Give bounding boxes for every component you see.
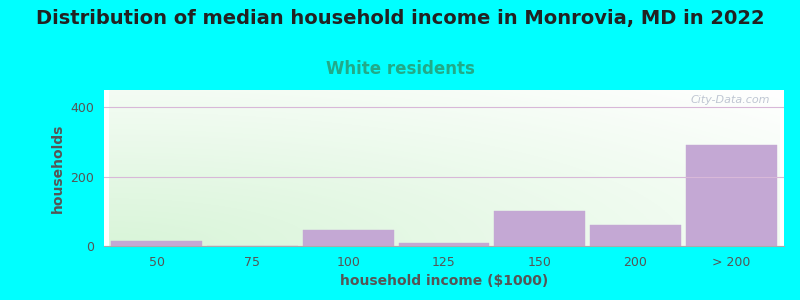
Bar <box>494 211 586 246</box>
Bar <box>398 242 490 246</box>
Text: White residents: White residents <box>326 60 474 78</box>
Text: Distribution of median household income in Monrovia, MD in 2022: Distribution of median household income … <box>36 9 764 28</box>
Bar <box>686 146 777 246</box>
X-axis label: household income ($1000): household income ($1000) <box>340 274 548 288</box>
Bar <box>590 225 681 246</box>
Bar <box>302 230 394 246</box>
Bar <box>111 241 202 246</box>
Y-axis label: households: households <box>51 123 65 213</box>
Text: City-Data.com: City-Data.com <box>691 95 770 105</box>
